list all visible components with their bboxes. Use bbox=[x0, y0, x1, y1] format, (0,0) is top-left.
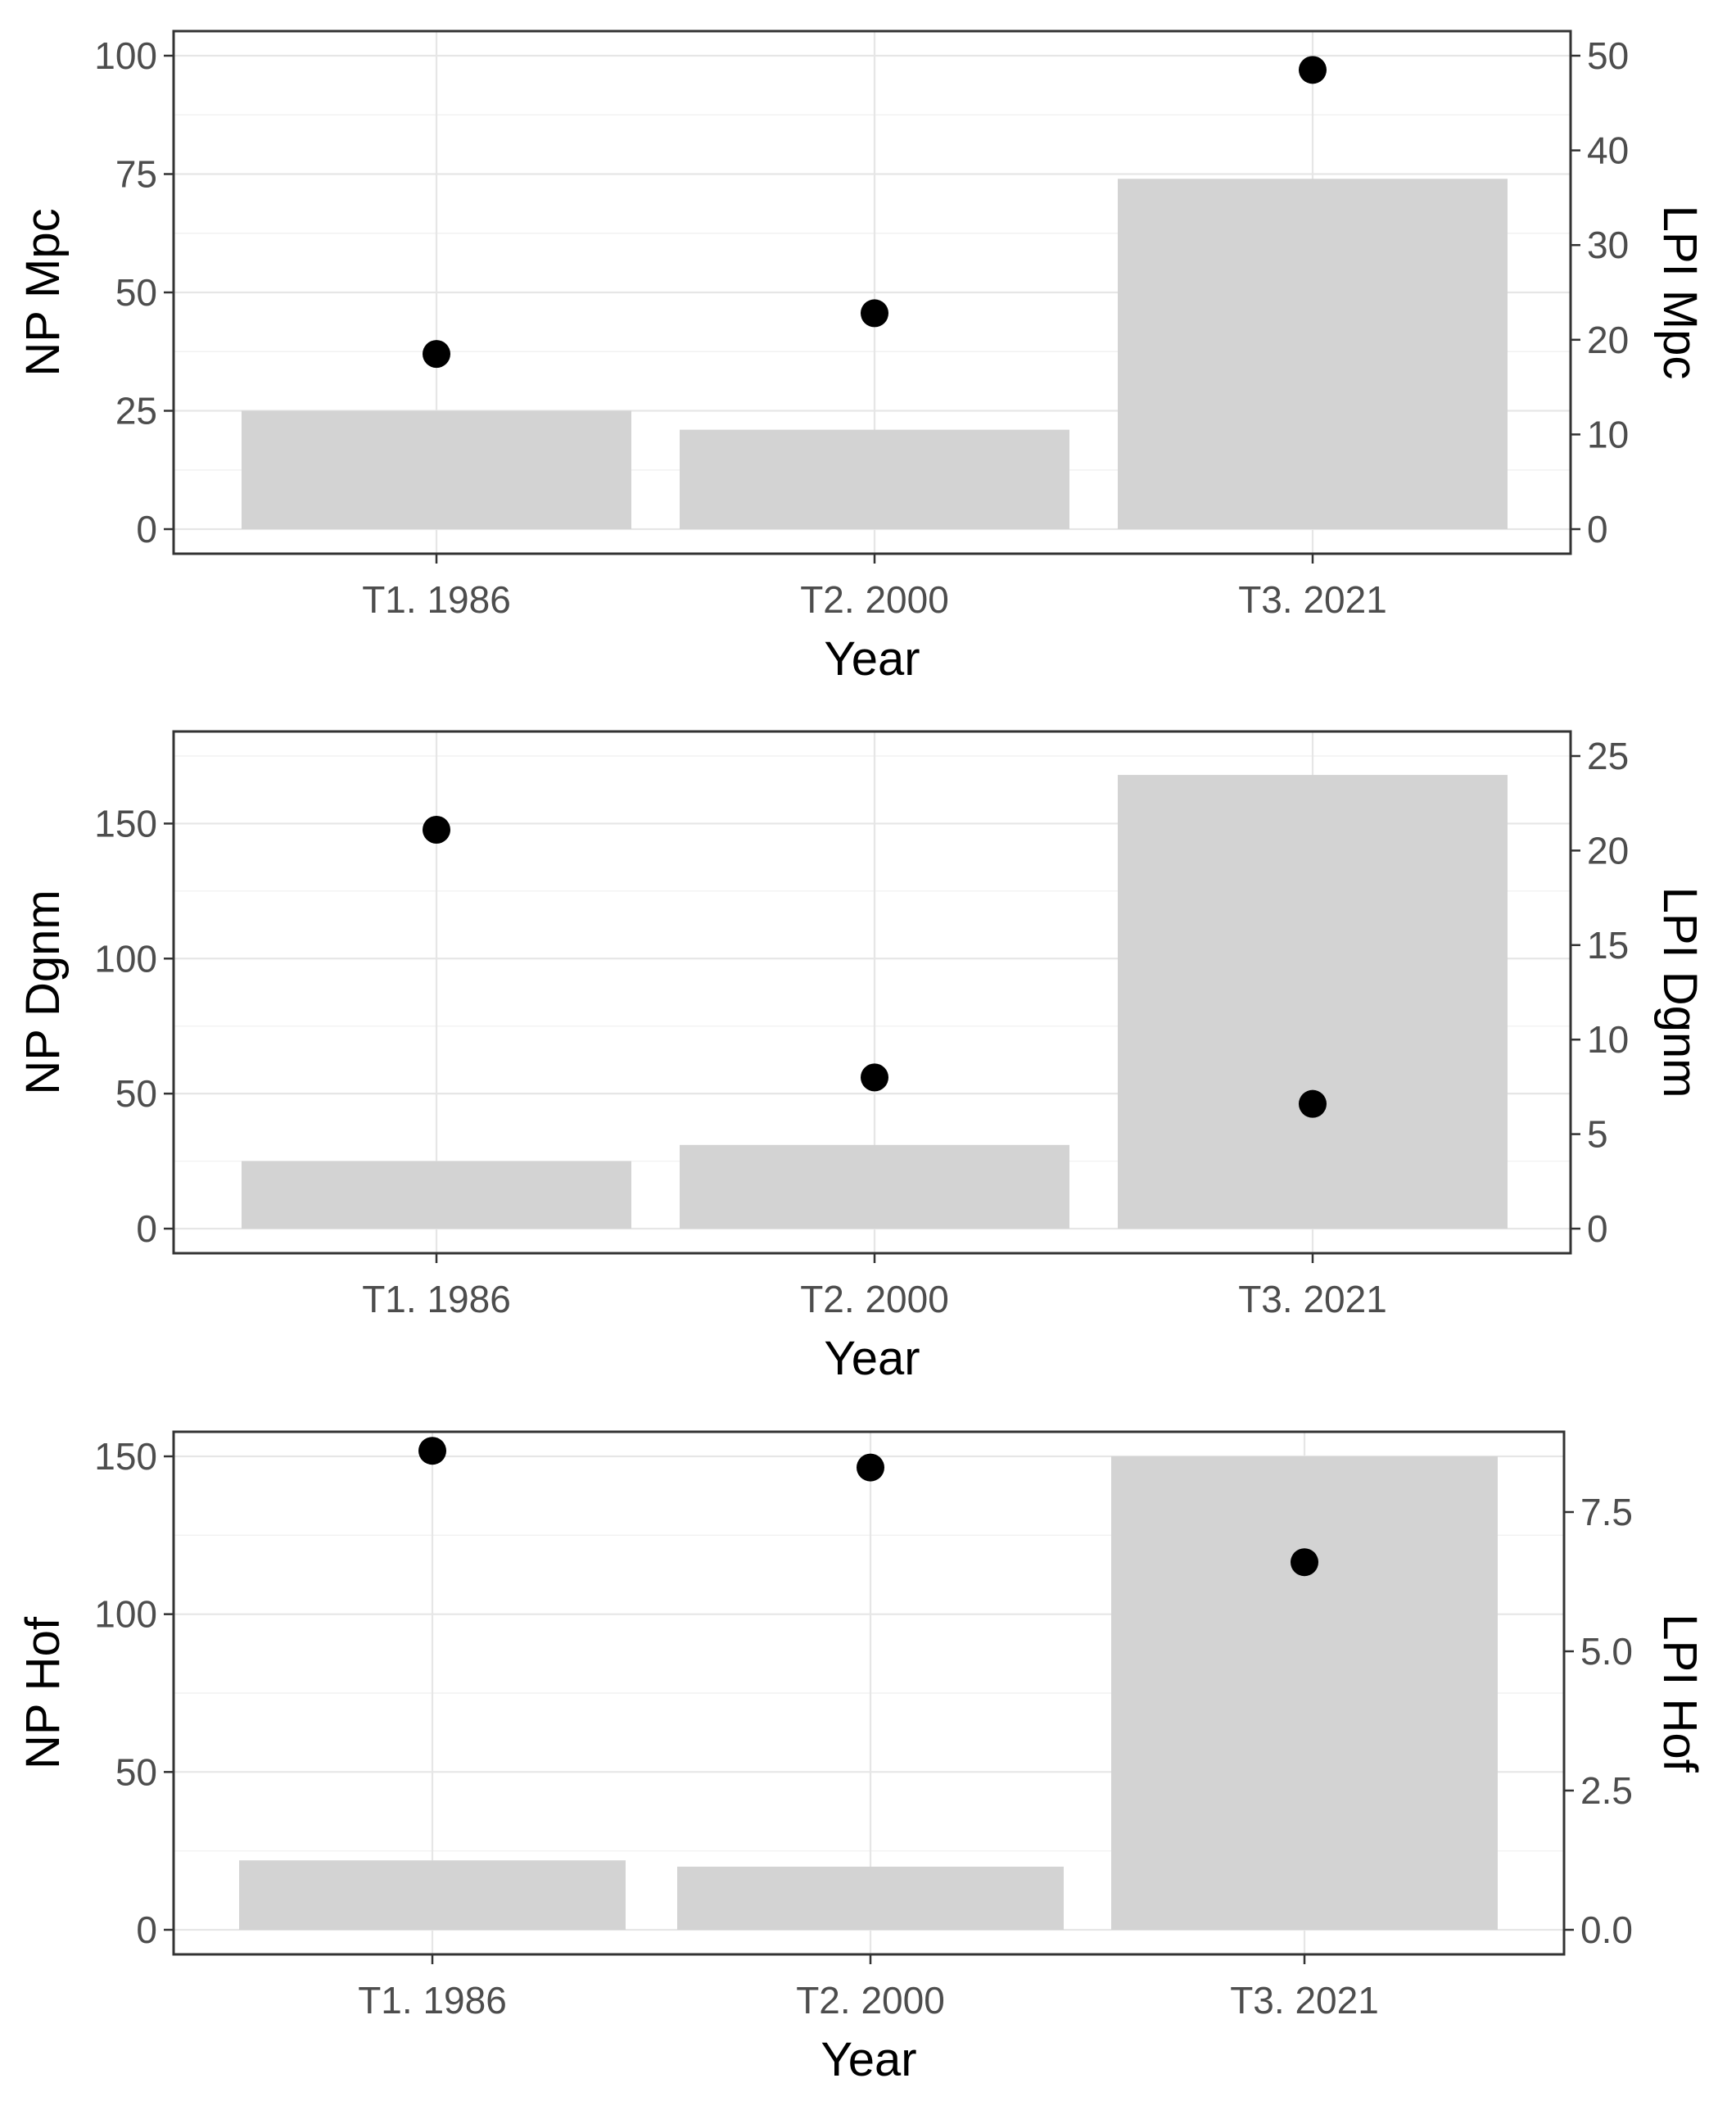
y2-tick-label: 0.0 bbox=[1580, 1909, 1633, 1951]
y2-tick-label: 40 bbox=[1587, 129, 1629, 172]
chart-panel-1: 0 25 50 75 100 0 10 20 30 40 50 T1. 1986 T2. 2000 T3.… bbox=[16, 29, 1707, 686]
y2-tick-label: 5 bbox=[1587, 1113, 1608, 1156]
point-2 bbox=[861, 1063, 888, 1092]
chart-panel-3: 0 50 100 150 0.0 2.5 5.0 7.5 T1. 1986 T2. 2000 T3.… bbox=[16, 1430, 1707, 2086]
y2-tick-label: 10 bbox=[1587, 413, 1629, 455]
x-tick-label: T1. 1986 bbox=[362, 1278, 511, 1320]
point-3 bbox=[1299, 56, 1327, 84]
point-2 bbox=[861, 299, 888, 328]
x-tick-label: T3. 2021 bbox=[1238, 1278, 1387, 1320]
x-tick-label: T2. 2000 bbox=[800, 578, 949, 621]
bar-1 bbox=[242, 410, 631, 529]
y2-axis-title: LPI Mpc bbox=[1653, 206, 1707, 380]
y2-tick-label: 30 bbox=[1587, 224, 1629, 266]
bar-3 bbox=[1118, 775, 1508, 1229]
y-tick-label: 0 bbox=[136, 1909, 157, 1951]
x-tick-label: T2. 2000 bbox=[800, 1278, 949, 1320]
bar-2 bbox=[677, 1866, 1064, 1930]
y2-tick-label: 20 bbox=[1587, 829, 1629, 872]
bar-1 bbox=[239, 1860, 626, 1930]
bar-1 bbox=[242, 1161, 631, 1229]
y2-tick-label: 7.5 bbox=[1580, 1491, 1633, 1533]
y-axis-title: NP Hof bbox=[16, 1616, 70, 1769]
y2-tick-label: 0 bbox=[1587, 508, 1608, 550]
point-1 bbox=[418, 1437, 446, 1465]
y2-axis-title: LPI Dgnm bbox=[1653, 887, 1707, 1098]
x-tick-label: T3. 2021 bbox=[1230, 1979, 1379, 2022]
y2-tick-label: 50 bbox=[1587, 34, 1629, 77]
y2-tick-label: 2.5 bbox=[1580, 1769, 1633, 1812]
chart-panel-2: 0 50 100 150 0 5 10 15 20 25 T1. 1986 T2. 2000 T3. 2… bbox=[16, 730, 1707, 1385]
x-tick-label: T3. 2021 bbox=[1238, 578, 1387, 621]
point-3 bbox=[1299, 1089, 1327, 1118]
y-tick-label: 75 bbox=[115, 153, 157, 196]
point-2 bbox=[857, 1453, 884, 1482]
x-axis-title: Year bbox=[821, 2033, 916, 2086]
y-tick-label: 150 bbox=[94, 1435, 157, 1478]
y-tick-label: 50 bbox=[115, 1750, 157, 1793]
x-tick-label: T1. 1986 bbox=[362, 578, 511, 621]
panel-frame bbox=[172, 1430, 1566, 1956]
y-tick-label: 100 bbox=[94, 937, 157, 980]
y-tick-label: 0 bbox=[136, 1207, 157, 1250]
x-axis-title: Year bbox=[824, 1332, 920, 1385]
x-tick-label: T2. 2000 bbox=[796, 1979, 945, 2022]
panel-frame bbox=[172, 730, 1572, 1255]
y-tick-label: 25 bbox=[115, 390, 157, 432]
y2-tick-label: 10 bbox=[1587, 1018, 1629, 1061]
point-1 bbox=[423, 340, 450, 369]
y2-tick-label: 15 bbox=[1587, 924, 1629, 967]
y2-tick-label: 0 bbox=[1587, 1207, 1608, 1250]
y-tick-label: 50 bbox=[115, 1072, 157, 1115]
y2-tick-label: 25 bbox=[1587, 735, 1629, 777]
y2-axis-title: LPI Hof bbox=[1653, 1614, 1707, 1773]
y-axis-title: NP Mpc bbox=[16, 208, 70, 376]
y-axis-title: NP Dgnm bbox=[16, 890, 70, 1094]
bar-2 bbox=[680, 1144, 1069, 1229]
y-tick-label: 150 bbox=[94, 802, 157, 844]
y-tick-label: 100 bbox=[94, 1593, 157, 1636]
y2-tick-label: 5.0 bbox=[1580, 1630, 1633, 1673]
x-tick-label: T1. 1986 bbox=[358, 1979, 507, 2022]
bar-3 bbox=[1111, 1456, 1498, 1930]
point-3 bbox=[1291, 1548, 1318, 1577]
point-1 bbox=[423, 816, 450, 844]
x-axis-title: Year bbox=[824, 632, 920, 686]
bar-3 bbox=[1118, 179, 1508, 529]
y-tick-label: 100 bbox=[94, 34, 157, 77]
y-tick-label: 50 bbox=[115, 271, 157, 314]
y-tick-label: 0 bbox=[136, 508, 157, 550]
bar-2 bbox=[680, 429, 1069, 529]
y2-tick-label: 20 bbox=[1587, 319, 1629, 361]
